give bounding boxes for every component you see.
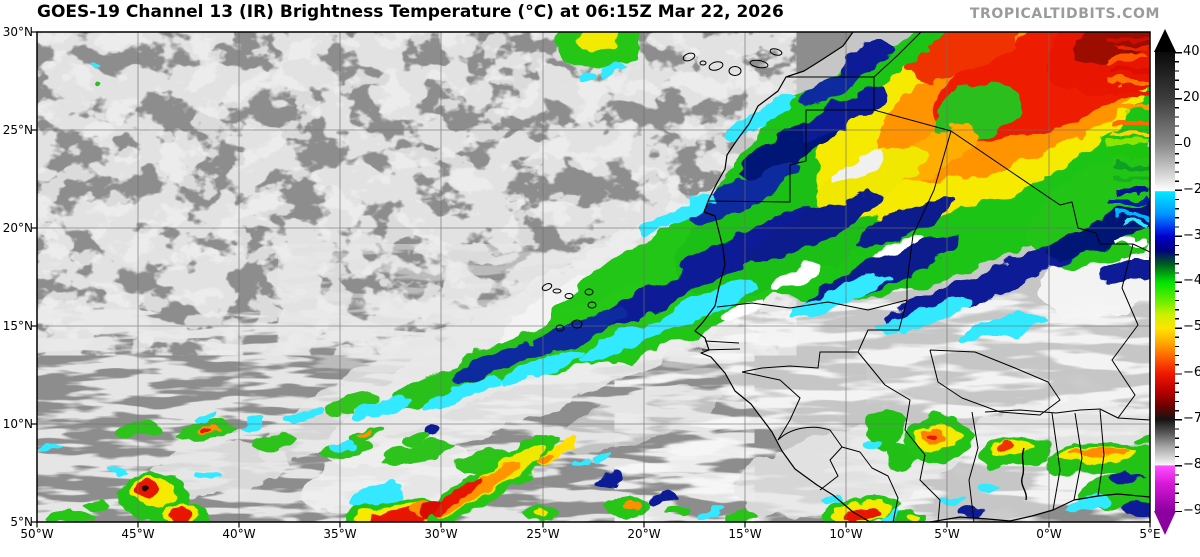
colorbar-label: −70 <box>1183 411 1200 426</box>
scan-edge-striations <box>1105 36 1150 259</box>
watermark: TROPICALTIDBITS.COM <box>969 6 1160 22</box>
colorbar-label: 40 <box>1183 44 1200 59</box>
country-borders <box>701 32 1150 522</box>
map-frame <box>36 31 1151 523</box>
colorbar-label: −90 <box>1183 503 1200 518</box>
lat-label: 30°N <box>2 24 33 39</box>
page-title: GOES-19 Channel 13 (IR) Brightness Tempe… <box>37 2 784 22</box>
colorbar-label: −80 <box>1183 457 1200 472</box>
colorbar-label: 0 <box>1183 136 1192 151</box>
colorbar-overflow-arrow-top <box>1154 29 1176 52</box>
lon-label: 35°W <box>323 527 357 541</box>
axis-ticks <box>31 31 1151 528</box>
lon-label: 25°W <box>526 527 560 541</box>
lon-label: 15°W <box>728 527 762 541</box>
lat-label: 10°N <box>2 416 33 431</box>
colorbar-gradient <box>1155 52 1175 511</box>
colorbar-label: −20 <box>1183 182 1200 197</box>
lon-label: 20°W <box>627 527 661 541</box>
lon-label: 40°W <box>222 527 256 541</box>
colorbar-overflow-arrow-bottom <box>1154 511 1176 535</box>
gridlines <box>37 32 1150 522</box>
island-outlines <box>541 48 783 332</box>
colorbar-major-ticks <box>1175 52 1182 512</box>
lon-label: 10°W <box>829 527 863 541</box>
lon-label: 30°W <box>424 527 458 541</box>
colorbar-label: 20 <box>1183 90 1200 105</box>
lat-label: 25°N <box>2 122 33 137</box>
lon-label: 50°W <box>20 527 54 541</box>
cold-cloud-overlay <box>42 32 1150 522</box>
colorbar-label: −40 <box>1183 273 1200 288</box>
lon-label: 45°W <box>121 527 155 541</box>
colorbar-label: −30 <box>1183 228 1200 243</box>
lat-label: 5°N <box>10 514 33 529</box>
lat-label: 15°N <box>2 318 33 333</box>
lat-label: 20°N <box>2 220 33 235</box>
lon-label: 5°W <box>934 527 960 541</box>
colorbar-label: −50 <box>1183 319 1200 334</box>
lon-label: 0°W <box>1036 527 1062 541</box>
colorbar-label: −60 <box>1183 365 1200 380</box>
